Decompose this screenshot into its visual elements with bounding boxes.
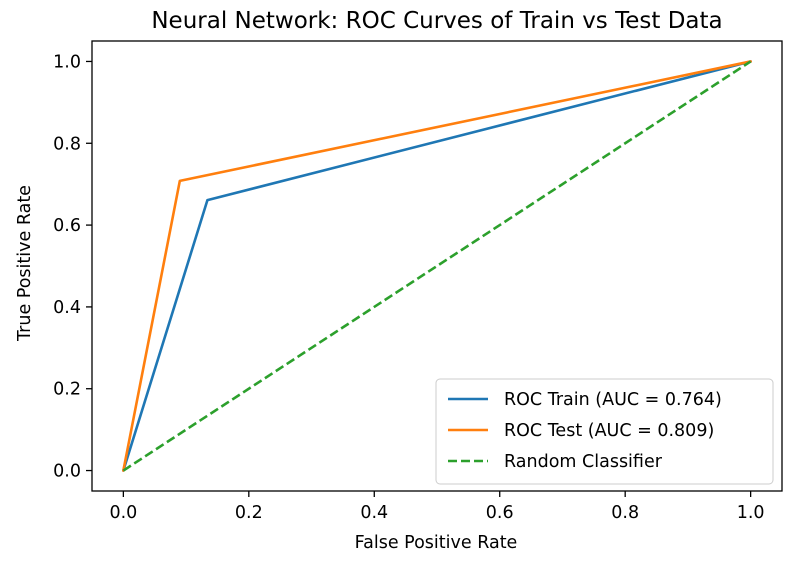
- axes-frame: [91, 40, 783, 492]
- y-tick-label: 0.6: [53, 216, 81, 236]
- legend-label-0: ROC Train (AUC = 0.764): [504, 390, 722, 410]
- x-tick-label: 0.8: [611, 503, 639, 523]
- series-line-2: [122, 60, 752, 472]
- y-tick-label: 0.8: [53, 134, 81, 154]
- x-tick-label: 0.2: [235, 503, 263, 523]
- x-tick-label: 0.4: [360, 503, 388, 523]
- series-line-1: [122, 60, 752, 472]
- legend-label-1: ROC Test (AUC = 0.809): [504, 421, 714, 441]
- x-tick-label: 1.0: [737, 503, 765, 523]
- series-line-0: [122, 60, 752, 472]
- legend: ROC Train (AUC = 0.764) ROC Test (AUC = 0…: [435, 378, 774, 485]
- y-tick-label: 0.4: [53, 298, 81, 318]
- y-tick-label: 0.0: [53, 462, 81, 482]
- legend-label-2: Random Classifier: [504, 452, 663, 472]
- x-tick-label: 0.0: [109, 503, 137, 523]
- x-axis-label: False Positive Rate: [355, 533, 518, 553]
- y-tick-label: 0.2: [53, 380, 81, 400]
- plot-area: 0.0 0.2 0.4 0.6 0.8 1.0 0.0 0.2 0.4 0.6 0.8 1.0: [53, 40, 783, 523]
- legend-box: [435, 378, 774, 485]
- chart-title: Neural Network: ROC Curves of Train vs T…: [151, 8, 722, 34]
- x-tick-label: 0.6: [486, 503, 514, 523]
- y-axis-label: True Positive Rate: [15, 185, 35, 342]
- y-tick-label: 1.0: [53, 52, 81, 72]
